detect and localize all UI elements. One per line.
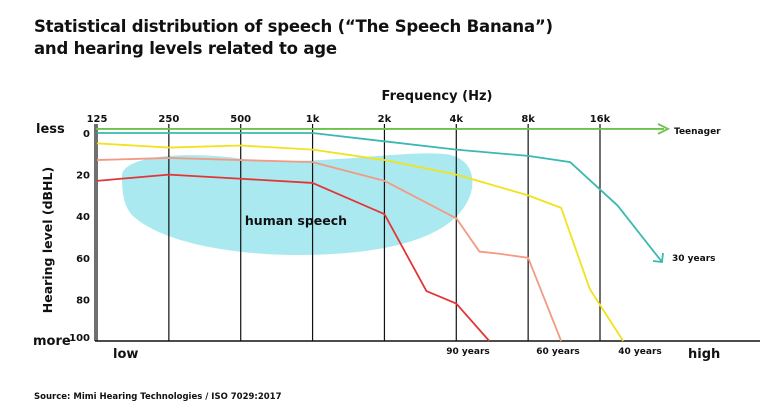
- y-tick-label: 80: [76, 295, 90, 306]
- y-tick-label: 100: [69, 333, 90, 344]
- title-line-1: Statistical distribution of speech (“The…: [34, 17, 553, 36]
- y-tick-label: 60: [76, 254, 90, 265]
- y-tick-label: 20: [76, 171, 90, 182]
- speech-region: [121, 153, 473, 255]
- source-note: Source: Mimi Hearing Technologies / ISO …: [34, 392, 282, 402]
- series-label-60-years: 60 years: [536, 347, 580, 357]
- series-label-teenager: Teenager: [674, 127, 721, 137]
- x-tick-label: 125: [87, 114, 108, 125]
- series-label-30-years: 30 years: [672, 254, 716, 264]
- x-tick-label: 4k: [449, 114, 463, 125]
- title-line-2: and hearing levels related to age: [34, 39, 337, 58]
- series-line-30-years: [97, 132, 663, 263]
- speech-region-label: human speech: [245, 213, 347, 228]
- label-low: low: [113, 347, 138, 362]
- y-tick-label: 40: [76, 212, 90, 223]
- x-tick-label: 16k: [590, 114, 611, 125]
- series-arrow-30-years: [652, 252, 664, 263]
- series-label-40-years: 40 years: [618, 347, 662, 357]
- y-tick-label: 0: [83, 129, 90, 140]
- label-high: high: [688, 347, 720, 362]
- series-label-90-years: 90 years: [446, 347, 490, 357]
- series-arrow-teenager: [657, 123, 671, 135]
- x-tick-label: 1k: [306, 114, 320, 125]
- label-more: more: [33, 334, 71, 349]
- label-less: less: [36, 122, 65, 137]
- series-line-90-years: [96, 173, 490, 342]
- series-line-40-years: [96, 142, 624, 342]
- x-tick-label: 500: [230, 114, 251, 125]
- x-tick-label: 2k: [378, 114, 392, 125]
- x-tick-label: 250: [158, 114, 179, 125]
- y-axis-title: Hearing level (dBHL): [40, 167, 55, 313]
- chart-title: Statistical distribution of speech (“The…: [34, 16, 553, 60]
- x-axis-title: Frequency (Hz): [382, 89, 493, 104]
- series-line-60-years: [96, 157, 562, 342]
- x-tick-label: 8k: [521, 114, 535, 125]
